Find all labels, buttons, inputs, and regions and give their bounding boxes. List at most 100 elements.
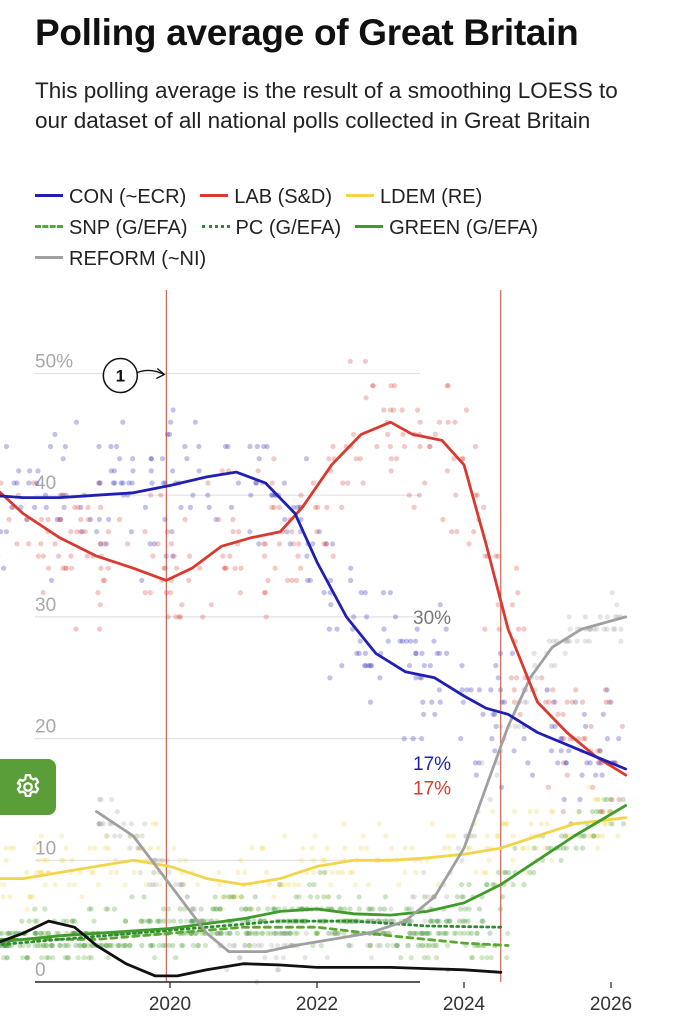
poll-dot-lab [40, 590, 46, 596]
poll-dot-lab [221, 565, 228, 571]
poll-dot-reform [567, 638, 573, 644]
poll-dot-green [35, 942, 41, 949]
poll-dot-lab [69, 565, 75, 571]
poll-dot-reform [522, 699, 528, 705]
poll-dot-lab [205, 480, 211, 486]
poll-dot-snp [75, 955, 81, 961]
poll-dot-lab [411, 504, 417, 510]
poll-dot-ldem [27, 894, 33, 900]
poll-dot-lab [272, 565, 278, 571]
y-tick-label: 50% [35, 352, 73, 373]
poll-dot-con [148, 468, 154, 474]
poll-dot-con [357, 638, 363, 644]
poll-dot-lab [513, 565, 520, 571]
poll-dot-lab [560, 760, 567, 766]
poll-dot-ldem [181, 882, 187, 888]
poll-dot-ldem [595, 809, 602, 815]
poll-dot-reform [604, 626, 610, 632]
legend-label-con: CON (~ECR) [69, 186, 187, 208]
poll-dot-lab [125, 541, 131, 547]
poll-dot-reform [591, 626, 597, 632]
poll-dot-con [476, 760, 482, 766]
poll-dot-lab [314, 529, 320, 535]
poll-dot-reform [409, 894, 415, 900]
poll-dot-green [620, 796, 626, 803]
poll-dot-reform [96, 821, 102, 827]
poll-dot-lab [98, 504, 104, 510]
poll-dot-green [591, 833, 597, 839]
poll-dot-lab [482, 626, 488, 632]
poll-dot-green [285, 930, 291, 936]
poll-dot-reform [275, 967, 281, 973]
poll-dot-reform [97, 821, 103, 827]
poll-dot-reform [151, 869, 157, 876]
poll-dot-lab [155, 541, 161, 547]
poll-dot-con [96, 516, 102, 523]
poll-dot-ldem [37, 869, 44, 876]
poll-dot-ldem [595, 796, 601, 803]
poll-dot-con [170, 407, 176, 413]
poll-dot-ldem [409, 845, 415, 851]
poll-dot-lab [74, 529, 80, 535]
poll-dot-ldem [87, 845, 93, 851]
poll-dot-green [127, 942, 133, 949]
poll-dot-green [145, 918, 151, 924]
legend-item-pc: PC (G/EFA) [201, 213, 341, 244]
annotation-marker[interactable] [102, 357, 139, 394]
poll-dot-lab [432, 431, 438, 437]
poll-dot-green [311, 882, 317, 888]
poll-dot-snp [465, 930, 471, 936]
poll-dot-lab [381, 407, 387, 413]
poll-dot-green [120, 942, 126, 949]
poll-dot-con [413, 650, 419, 656]
poll-dot-ldem [37, 869, 43, 876]
poll-dot-green [229, 894, 235, 900]
poll-dot-green [561, 845, 567, 851]
poll-dot-pc [245, 918, 251, 924]
poll-dot-lab [237, 590, 243, 596]
poll-dot-con [328, 602, 334, 608]
poll-dot-ldem [504, 821, 510, 827]
poll-dot-reform [422, 918, 428, 924]
poll-dot-reform [601, 626, 607, 632]
poll-dot-lab [445, 383, 451, 389]
poll-dot-con [385, 638, 391, 644]
poll-dot-snp [405, 942, 411, 949]
poll-dot-con [330, 541, 336, 547]
poll-dot-con [579, 772, 585, 778]
poll-dot-ldem [603, 821, 609, 827]
poll-dot-green [4, 955, 10, 961]
poll-dot-ldem [495, 833, 501, 839]
poll-dot-lab [324, 504, 330, 510]
poll-dot-ldem [27, 894, 33, 900]
settings-button[interactable] [0, 759, 56, 815]
poll-dot-lab [236, 529, 242, 535]
poll-dot-ldem [520, 845, 526, 851]
poll-dot-green [424, 930, 430, 936]
poll-dot-reform [546, 638, 553, 644]
poll-dot-snp [443, 918, 449, 924]
poll-dots [0, 358, 627, 985]
poll-dot-reform [409, 930, 415, 936]
poll-dot-con [363, 663, 369, 669]
poll-dot-con [367, 663, 373, 669]
poll-dot-snp [202, 942, 209, 949]
poll-dot-pc [479, 918, 485, 924]
poll-dot-lab [374, 443, 380, 450]
poll-dot-lab [38, 541, 44, 547]
poll-dot-lab [466, 541, 472, 547]
poll-dot-con [366, 663, 372, 669]
poll-dot-lab [168, 541, 174, 547]
poll-dot-reform [166, 869, 172, 876]
poll-dot-green [272, 906, 278, 912]
poll-dot-ldem [260, 845, 266, 851]
poll-dot-green [81, 942, 87, 949]
poll-dot-ldem [503, 821, 510, 827]
poll-dot-lab [56, 516, 62, 523]
poll-dot-con [27, 468, 33, 474]
legend-swatch-reform [35, 256, 63, 260]
poll-dot-con [604, 736, 611, 742]
poll-dot-snp [259, 930, 265, 936]
poll-dot-green [503, 869, 509, 876]
poll-dot-reform [114, 809, 120, 815]
